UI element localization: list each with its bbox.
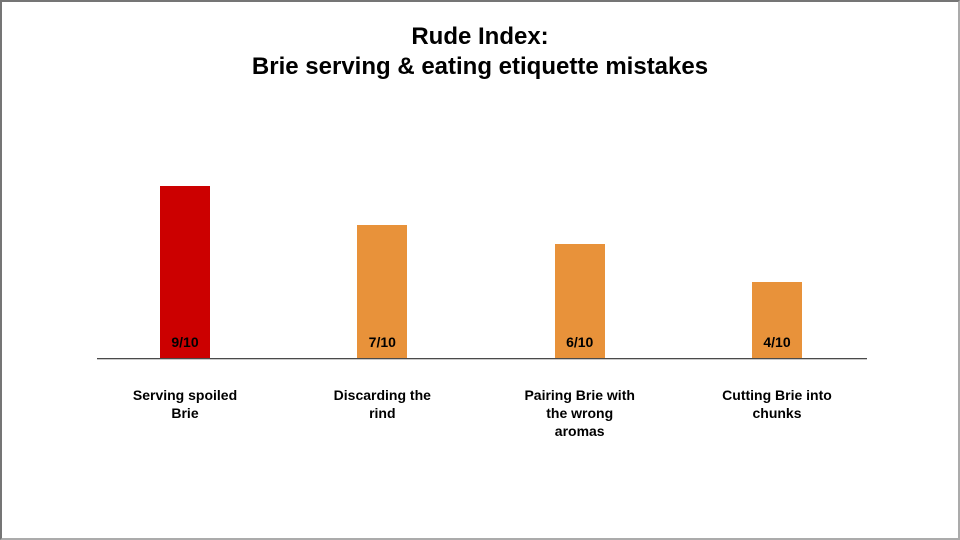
category-label-serving-spoiled-brie: Serving spoiled Brie <box>132 387 238 421</box>
bar-value-label: 6/10 <box>566 333 594 350</box>
bar-serving-spoiled-brie: 9/10 <box>160 186 210 359</box>
bar-value-label: 9/10 <box>171 333 199 350</box>
bar-value-label: 4/10 <box>763 333 791 350</box>
bar-discarding-the-rind: 7/10 <box>357 224 408 359</box>
category-label-pairing-brie-wrong-aromas: Pairing Brie with the wrong aromas <box>524 387 635 439</box>
category-label-cutting-brie-into-chunks: Cutting Brie into chunks <box>722 387 832 421</box>
chart-title: Rude Index: Brie serving & eating etique… <box>251 23 709 80</box>
bar-cutting-brie-into-chunks: 4/10 <box>752 282 802 359</box>
category-label-discarding-the-rind: Discarding the rind <box>333 387 431 421</box>
bar-pairing-brie-wrong-aromas: 6/10 <box>554 243 605 359</box>
x-axis-line <box>97 358 867 359</box>
bar-value-label: 7/10 <box>368 333 396 350</box>
